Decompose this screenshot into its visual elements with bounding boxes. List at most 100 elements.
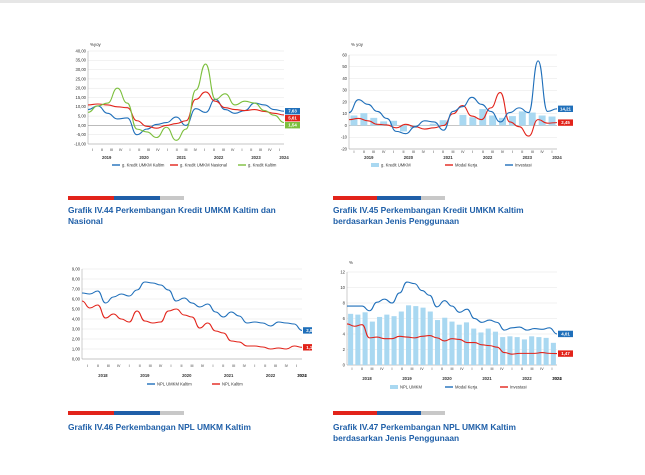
caption-grafik-iv47: Grafik IV.47 Perkembangan NPL UMKM Kalti… [333, 422, 583, 444]
y-tick-label: 6 [343, 316, 346, 321]
caption-line: Grafik IV.44 Perkembangan Kredit UMKM Ka… [68, 205, 276, 215]
x-year-label: 2022 [266, 373, 276, 378]
x-quarter-label: III [107, 364, 110, 368]
bar [500, 337, 506, 365]
x-quarter-label: III [274, 364, 277, 368]
end-label-box [285, 115, 300, 122]
bar [521, 339, 527, 365]
bar [427, 311, 433, 365]
x-quarter-label: I [242, 148, 243, 152]
caption-line: berdasarkan Jenis Penggunaan [333, 433, 460, 443]
bar [370, 117, 378, 126]
caption-deco-gray [160, 196, 184, 200]
x-quarter-label: II [138, 148, 140, 152]
bar [514, 337, 520, 365]
y-tick-label: 1,00 [72, 346, 81, 351]
unit-label: % yoy [351, 42, 364, 47]
unit-label: % [349, 260, 353, 265]
y-tick-label: 9,00 [72, 266, 81, 271]
x-quarter-label: II [176, 148, 178, 152]
y-tick-label: 10 [340, 285, 345, 290]
y-tick-label: 35,00 [76, 58, 87, 63]
caption-grafik-iv44: Grafik IV.44 Perkembangan Kredit UMKM Ka… [68, 205, 318, 227]
x-quarter-label: IV [382, 150, 386, 154]
legend-label: g. Kredit UMKM [381, 163, 411, 168]
legend-label: g. Kredit Kaltim [248, 163, 277, 168]
legend-label: Investasi [510, 385, 527, 390]
y-tick-label: 0 [343, 362, 346, 367]
series-line [348, 60, 558, 135]
x-quarter-label: IV [119, 148, 123, 152]
legend-label: Modal Kerja [455, 385, 478, 390]
caption-line: Nasional [68, 216, 103, 226]
chart-npl-umkm-kaltim: 0,00 1,00 2,00 3,00 4,00 5,00 6,00 7,00 8,00 9,00… [62, 263, 312, 395]
y-tick-label: 5,00 [78, 114, 87, 119]
caption-deco-blue [114, 196, 160, 200]
x-year-label: 2023 [552, 376, 562, 381]
end-label-text: 5,61 [288, 116, 297, 121]
x-quarter-label: I [393, 150, 394, 154]
y-tick-label: 6,00 [72, 296, 81, 301]
x-year-label: 2020 [139, 155, 149, 160]
bar [429, 123, 437, 126]
x-quarter-label: I [204, 148, 205, 152]
bar [548, 116, 556, 126]
legend: g. Kredit UMKM Modal Kerja Investasi [371, 163, 532, 168]
x-quarter-label: II [361, 367, 363, 371]
x-quarter-label: II [181, 364, 183, 368]
x-year-label: 2023 [523, 155, 533, 160]
x-quarter-label: IV [500, 367, 504, 371]
legend: g. Kredit UMKM Kaltim g. Kredit UMKM Nasi… [112, 163, 277, 168]
x-quarter-label: II [481, 367, 483, 371]
x-year-label: 2021 [177, 155, 187, 160]
x-quarter-label: IV [540, 150, 544, 154]
x-quarter-label: III [222, 148, 225, 152]
end-label-text: 4,01 [561, 331, 570, 336]
bar [434, 320, 441, 365]
end-value-label: 4,01 [558, 330, 573, 338]
x-quarter-label: IV [117, 364, 121, 368]
end-label-text: 1,47 [561, 351, 570, 356]
end-value-label: 14,21 [558, 105, 573, 113]
caption-line: Grafik IV.45 Perkembangan Kredit UMKM Ka… [333, 205, 524, 215]
chart-npl-jenis-penggunaan: 0 2 4 6 8 10 12% I II III IV I II III IV I II III IV I II III… [335, 258, 585, 395]
y-tick-label: 5,00 [72, 306, 81, 311]
legend-label: Modal Kerja [455, 163, 478, 168]
bar [390, 120, 398, 126]
bar [543, 337, 549, 365]
bar [391, 316, 397, 365]
x-quarter-label: III [491, 367, 494, 371]
x-quarter-label: IV [540, 367, 544, 371]
y-tick-label: 3,00 [72, 326, 81, 331]
x-quarter-label: I [552, 150, 553, 154]
series-line [348, 92, 558, 137]
bar [529, 336, 535, 365]
x-year-label: 2024 [279, 155, 289, 160]
x-year-label: 2019 [402, 376, 412, 381]
bar [360, 113, 368, 126]
bar [499, 117, 506, 126]
chart-c1-svg: -10,00 -5,00 0,00 5,00 10,00 15,00 20,00 25,00 3… [74, 42, 300, 168]
caption-deco-blue [377, 411, 421, 415]
bar [518, 111, 526, 126]
x-year-label: 2020 [182, 373, 192, 378]
bar [355, 314, 361, 365]
x-quarter-label: IV [501, 150, 505, 154]
bar [406, 305, 412, 365]
end-value-label: 2,86 [303, 327, 312, 334]
bar [419, 124, 427, 126]
x-quarter-label: III [491, 150, 494, 154]
x-year-label: 2022 [214, 155, 224, 160]
x-quarter-label: I [472, 150, 473, 154]
x-quarter-label: I [472, 367, 473, 371]
bar [384, 314, 390, 365]
series-line [347, 281, 558, 335]
x-year-label: 2018 [98, 373, 108, 378]
x-quarter-label: III [451, 367, 454, 371]
bar [507, 336, 513, 365]
x-quarter-label: III [185, 148, 188, 152]
bar-series [348, 305, 556, 365]
end-value-label: 1,17 [303, 344, 312, 351]
end-label-text: 1,54 [288, 123, 297, 128]
legend: NPL UMKM Kaltim NPL Kaltim [147, 382, 243, 387]
